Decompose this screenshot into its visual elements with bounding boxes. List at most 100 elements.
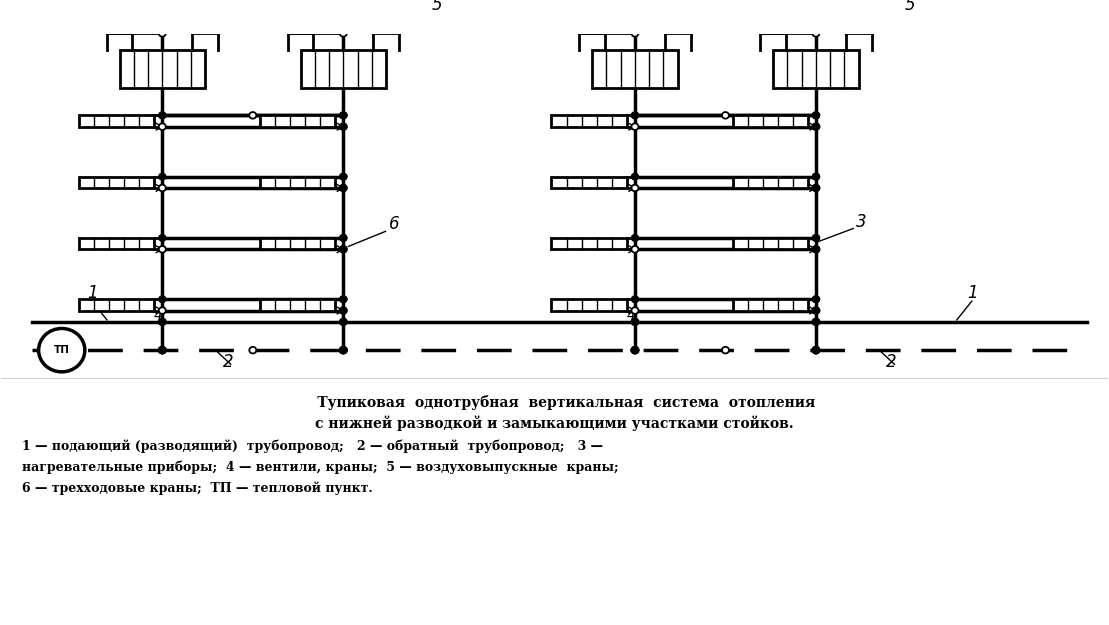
- Circle shape: [812, 318, 820, 326]
- Bar: [260, 299, 335, 311]
- Circle shape: [250, 347, 256, 354]
- Text: нагревательные приборы;  4 — вентили, краны;  5 — воздуховыпускные  краны;: нагревательные приборы; 4 — вентили, кра…: [21, 461, 618, 474]
- Circle shape: [631, 234, 639, 241]
- Bar: [551, 299, 627, 311]
- Circle shape: [159, 347, 166, 354]
- Circle shape: [631, 347, 639, 354]
- Circle shape: [159, 184, 166, 191]
- Bar: [733, 299, 808, 311]
- Circle shape: [631, 318, 639, 326]
- Circle shape: [339, 296, 347, 302]
- Text: 2: 2: [886, 353, 897, 371]
- Bar: [551, 116, 627, 127]
- Circle shape: [813, 30, 820, 37]
- Text: 5: 5: [905, 0, 915, 14]
- Circle shape: [813, 184, 820, 191]
- Circle shape: [813, 123, 820, 130]
- Bar: [592, 50, 678, 88]
- Text: Тупиковая  однотрубная  вертикальная  система  отопления: Тупиковая однотрубная вертикальная систе…: [294, 394, 815, 409]
- Circle shape: [813, 123, 820, 130]
- Circle shape: [813, 347, 820, 354]
- Circle shape: [631, 347, 639, 354]
- Circle shape: [722, 112, 729, 119]
- Circle shape: [813, 112, 820, 119]
- Bar: [120, 50, 205, 88]
- Circle shape: [813, 234, 820, 241]
- Circle shape: [39, 329, 85, 372]
- Bar: [79, 299, 154, 311]
- Circle shape: [631, 112, 639, 119]
- Circle shape: [813, 246, 820, 252]
- Circle shape: [631, 123, 639, 130]
- Circle shape: [813, 308, 820, 314]
- Circle shape: [339, 246, 347, 252]
- Circle shape: [631, 347, 639, 354]
- Circle shape: [159, 296, 166, 302]
- Circle shape: [813, 308, 820, 314]
- Circle shape: [339, 347, 347, 354]
- Circle shape: [159, 308, 166, 314]
- Text: 2: 2: [223, 353, 233, 371]
- Circle shape: [339, 234, 347, 241]
- Circle shape: [813, 246, 820, 252]
- Circle shape: [339, 123, 347, 130]
- Circle shape: [159, 347, 166, 354]
- Circle shape: [159, 246, 166, 252]
- Circle shape: [813, 296, 820, 302]
- Circle shape: [159, 173, 166, 180]
- Text: 3: 3: [856, 213, 867, 231]
- Circle shape: [631, 296, 639, 302]
- Circle shape: [339, 296, 347, 302]
- Circle shape: [339, 184, 347, 191]
- Circle shape: [159, 318, 166, 326]
- Circle shape: [631, 173, 639, 180]
- Circle shape: [339, 112, 347, 119]
- Text: ТП: ТП: [53, 345, 70, 355]
- Bar: [773, 50, 858, 88]
- Circle shape: [631, 184, 639, 191]
- Circle shape: [159, 30, 166, 37]
- Bar: [260, 116, 335, 127]
- Circle shape: [339, 112, 347, 119]
- Circle shape: [339, 112, 347, 119]
- Circle shape: [159, 112, 166, 119]
- Circle shape: [813, 347, 820, 354]
- Circle shape: [631, 308, 639, 314]
- Bar: [551, 238, 627, 249]
- Circle shape: [813, 234, 820, 241]
- Text: 4: 4: [627, 309, 635, 323]
- Text: 4: 4: [154, 309, 163, 323]
- Circle shape: [631, 246, 639, 252]
- Circle shape: [813, 296, 820, 302]
- Circle shape: [339, 173, 347, 180]
- Circle shape: [159, 234, 166, 241]
- Circle shape: [339, 246, 347, 252]
- Bar: [733, 177, 808, 188]
- Bar: [733, 238, 808, 249]
- Text: 5: 5: [433, 0, 442, 14]
- Circle shape: [813, 112, 820, 119]
- Text: 6: 6: [388, 216, 399, 234]
- Circle shape: [339, 318, 347, 326]
- Circle shape: [813, 173, 820, 180]
- Bar: [260, 238, 335, 249]
- Text: 6 — трехходовые краны;  ТП — тепловой пункт.: 6 — трехходовые краны; ТП — тепловой пун…: [21, 481, 373, 494]
- Bar: [79, 177, 154, 188]
- Circle shape: [339, 347, 347, 354]
- Circle shape: [159, 123, 166, 130]
- Text: 1: 1: [967, 284, 977, 302]
- Bar: [260, 177, 335, 188]
- Circle shape: [813, 173, 820, 180]
- Circle shape: [339, 173, 347, 180]
- Circle shape: [812, 347, 820, 354]
- Bar: [79, 116, 154, 127]
- Text: 1 — подающий (разводящий)  трубопровод;   2 — обратный  трубопровод;   3 —: 1 — подающий (разводящий) трубопровод; 2…: [21, 439, 602, 453]
- Bar: [301, 50, 386, 88]
- Bar: [79, 238, 154, 249]
- Text: 1: 1: [87, 284, 98, 302]
- Circle shape: [159, 112, 166, 119]
- Bar: [551, 177, 627, 188]
- Circle shape: [813, 184, 820, 191]
- Circle shape: [722, 347, 729, 354]
- Circle shape: [339, 234, 347, 241]
